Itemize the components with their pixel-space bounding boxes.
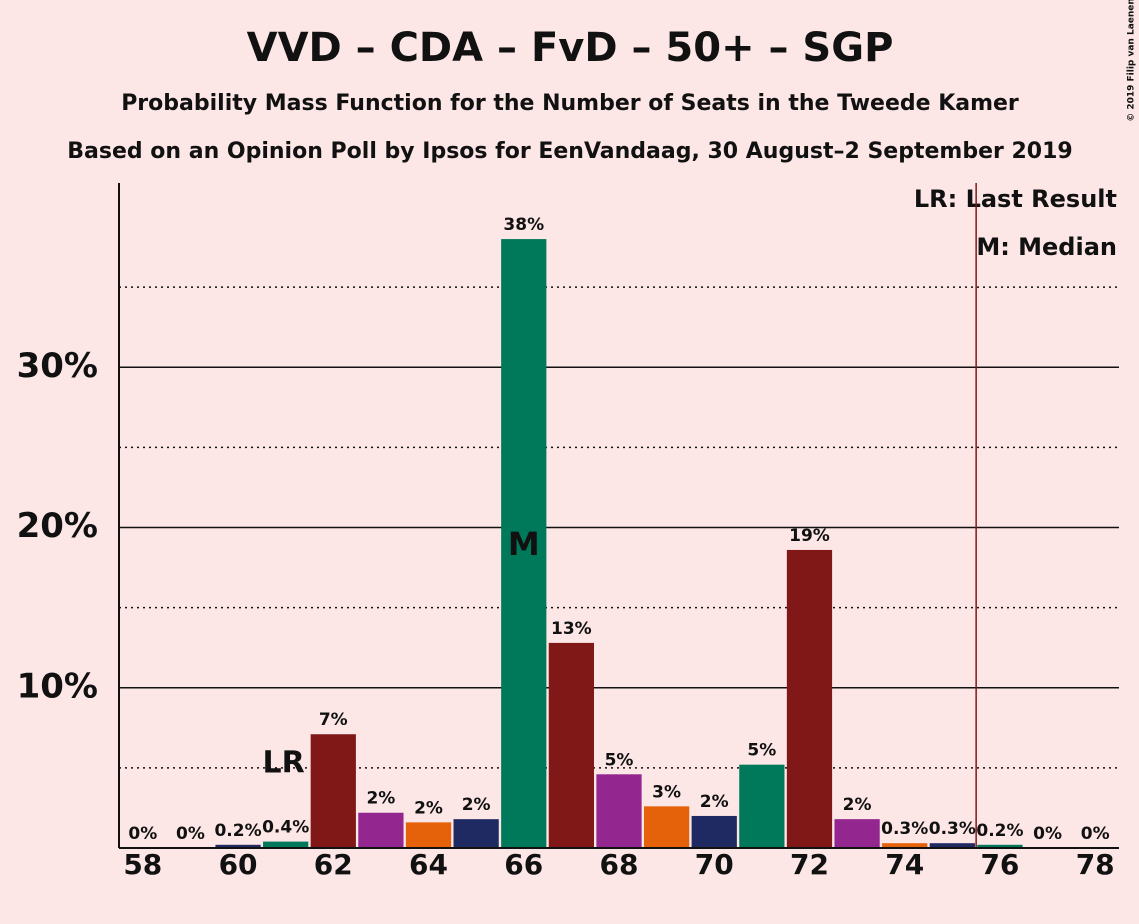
chart-subtitle: Probability Mass Function for the Number… [121,91,1019,116]
last-result-marker: LR [263,746,305,781]
value-label: 0.4% [262,818,309,838]
y-tick-label: 20% [17,506,98,546]
bar [834,819,880,848]
bar [644,806,690,848]
x-tick-label: 76 [980,848,1019,881]
chart-subtitle: Based on an Opinion Poll by Ipsos for Ee… [67,139,1072,164]
bar [405,822,452,848]
bar [786,549,833,848]
x-tick-label: 64 [409,848,448,881]
bar [501,239,547,848]
median-marker: M [508,525,540,563]
bar [358,812,404,848]
value-label: 0.3% [881,819,928,839]
y-tick-label: 10% [17,666,98,706]
x-tick-label: 74 [885,848,924,881]
value-label: 5% [747,741,776,761]
legend-entry: LR: Last Result [914,185,1117,213]
value-label: 3% [652,782,681,802]
bar [691,815,737,848]
value-label: 38% [503,215,544,235]
value-label: 2% [843,795,872,815]
value-label: 2% [366,789,395,809]
x-tick-label: 72 [790,848,829,881]
copyright: © 2019 Filip van Laenen [1127,0,1137,122]
x-tick-label: 68 [600,848,639,881]
x-tick-label: 60 [219,848,258,881]
value-label: 0% [128,824,157,844]
x-tick-label: 58 [123,848,162,881]
bar [453,819,499,848]
bar [548,642,594,848]
bar [739,764,785,848]
value-label: 0.2% [214,821,261,841]
x-tick-label: 66 [504,848,543,881]
x-tick-label: 70 [695,848,734,881]
value-label: 0% [1033,824,1062,844]
value-label: 2% [414,798,443,818]
value-label: 0.2% [976,821,1023,841]
value-label: 0% [1081,824,1110,844]
bar [596,774,642,848]
value-label: 13% [551,619,592,639]
legend-entry: M: Median [976,233,1117,261]
y-tick-label: 30% [17,346,98,386]
value-label: 7% [319,710,348,730]
bar [263,841,309,848]
bar [929,843,975,848]
bar [215,844,261,848]
x-tick-label: 78 [1076,848,1115,881]
value-label: 0.3% [929,819,976,839]
value-label: 19% [789,526,830,546]
chart-title: VVD – CDA – FvD – 50+ – SGP [247,25,894,71]
bar [977,844,1023,848]
value-label: 5% [605,750,634,770]
bar [310,734,356,848]
value-label: 2% [700,792,729,812]
x-tick-label: 62 [314,848,353,881]
value-label: 2% [462,795,491,815]
value-label: 0% [176,824,205,844]
bar [882,843,928,848]
